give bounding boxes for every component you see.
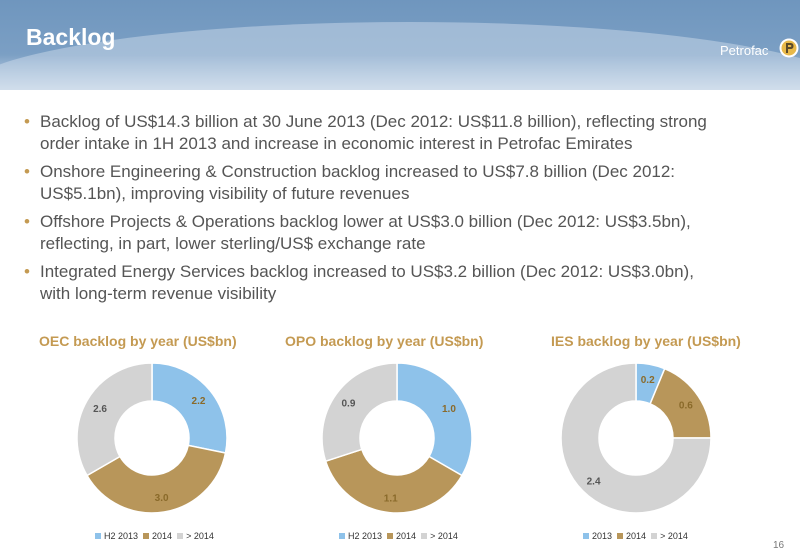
opo-legend-label: 2014 bbox=[396, 531, 417, 541]
opo-legend-item: > 2014 bbox=[421, 531, 458, 541]
ies-legend-label: 2014 bbox=[626, 531, 647, 541]
opo-chart-title: OPO backlog by year (US$bn) bbox=[285, 333, 484, 349]
bullet-marker: • bbox=[24, 112, 30, 131]
logo-text: Petrofac bbox=[720, 43, 769, 58]
opo-legend: H2 2013 2014 > 2014 bbox=[339, 530, 463, 542]
oec-legend: H2 2013 2014 > 2014 bbox=[95, 530, 219, 542]
opo-legend-item: H2 2013 bbox=[339, 531, 382, 541]
bullet-item: • Onshore Engineering & Construction bac… bbox=[24, 161, 784, 204]
oec-donut-chart: 2.2 3.0 2.6 bbox=[76, 362, 228, 514]
opo-slice-0 bbox=[396, 362, 473, 477]
opo-legend-swatch bbox=[339, 533, 345, 539]
bullet-line: reflecting, in part, lower sterling/US$ … bbox=[40, 233, 426, 253]
bullet-line: Integrated Energy Services backlog incre… bbox=[40, 262, 694, 281]
bullet-marker: • bbox=[24, 212, 30, 231]
oec-slice-label-0: 2.2 bbox=[192, 396, 206, 407]
ies-legend-item: 2013 bbox=[583, 531, 612, 541]
oec-legend-label: 2014 bbox=[152, 531, 173, 541]
oec-legend-label: > 2014 bbox=[186, 531, 214, 541]
oec-legend-swatch bbox=[177, 533, 184, 539]
opo-slice-1 bbox=[324, 448, 463, 514]
ies-legend-label: > 2014 bbox=[660, 531, 688, 541]
bullet-marker: • bbox=[24, 162, 30, 181]
bullet-line: Offshore Projects & Operations backlog l… bbox=[40, 212, 691, 231]
opo-slice-label-0: 1.0 bbox=[442, 404, 456, 415]
oec-slice-0 bbox=[151, 362, 228, 454]
bullet-line: US$5.1bn), improving visibility of futur… bbox=[40, 183, 410, 203]
bullet-item: • Integrated Energy Services backlog inc… bbox=[24, 261, 784, 304]
bullet-marker: • bbox=[24, 262, 30, 281]
ies-donut-chart: 0.2 0.6 2.4 bbox=[560, 362, 712, 514]
bullet-line: order intake in 1H 2013 and increase in … bbox=[40, 133, 633, 153]
opo-legend-label: > 2014 bbox=[430, 531, 458, 541]
bullet-item: • Offshore Projects & Operations backlog… bbox=[24, 211, 784, 254]
oec-legend-item: > 2014 bbox=[177, 531, 214, 541]
ies-legend-item: > 2014 bbox=[651, 531, 688, 541]
oec-chart-title: OEC backlog by year (US$bn) bbox=[39, 333, 237, 349]
bullet-list: • Backlog of US$14.3 billion at 30 June … bbox=[24, 111, 784, 311]
oec-slice-2 bbox=[76, 362, 153, 477]
oec-legend-swatch bbox=[143, 533, 150, 539]
opo-legend-swatch bbox=[387, 533, 394, 539]
oec-slice-1 bbox=[86, 444, 227, 514]
opo-legend-label: H2 2013 bbox=[348, 531, 383, 541]
opo-slice-2 bbox=[321, 362, 398, 463]
opo-donut-chart: 1.0 1.1 0.9 bbox=[321, 362, 473, 514]
oec-legend-item: H2 2013 bbox=[95, 531, 138, 541]
oec-slice-label-2: 2.6 bbox=[93, 404, 107, 415]
oec-legend-swatch bbox=[95, 533, 101, 539]
bullet-line: Backlog of US$14.3 billion at 30 June 20… bbox=[40, 112, 707, 131]
ies-legend-label: 2013 bbox=[592, 531, 613, 541]
ies-slice-label-1: 0.6 bbox=[679, 401, 693, 412]
oec-slice-label-1: 3.0 bbox=[155, 493, 169, 504]
ies-chart-title: IES backlog by year (US$bn) bbox=[551, 333, 741, 349]
opo-legend-item: 2014 bbox=[387, 531, 416, 541]
ies-slice-2 bbox=[560, 362, 712, 514]
ies-slice-label-0: 0.2 bbox=[641, 375, 655, 386]
oec-legend-label: H2 2013 bbox=[104, 531, 139, 541]
bullet-line: Onshore Engineering & Construction backl… bbox=[40, 162, 676, 181]
ies-slice-label-2: 2.4 bbox=[587, 476, 601, 487]
ies-legend-swatch bbox=[583, 533, 589, 539]
page-number: 16 bbox=[773, 540, 785, 551]
bullet-item: • Backlog of US$14.3 billion at 30 June … bbox=[24, 111, 784, 154]
opo-legend-swatch bbox=[421, 533, 428, 539]
bullet-line: with long-term revenue visibility bbox=[40, 283, 277, 303]
ies-legend-swatch bbox=[651, 533, 658, 539]
opo-slice-label-2: 0.9 bbox=[342, 399, 356, 410]
ies-legend-swatch bbox=[617, 533, 624, 539]
header-band bbox=[0, 55, 800, 90]
oec-legend-item: 2014 bbox=[143, 531, 172, 541]
slide-header: Backlog Petrofac bbox=[0, 0, 800, 90]
ies-legend: 2013 2014 > 2014 bbox=[583, 530, 693, 542]
slide-title: Backlog bbox=[26, 24, 116, 50]
ies-legend-item: 2014 bbox=[617, 531, 646, 541]
petrofac-logo-icon bbox=[779, 38, 799, 58]
opo-slice-label-1: 1.1 bbox=[384, 494, 398, 505]
